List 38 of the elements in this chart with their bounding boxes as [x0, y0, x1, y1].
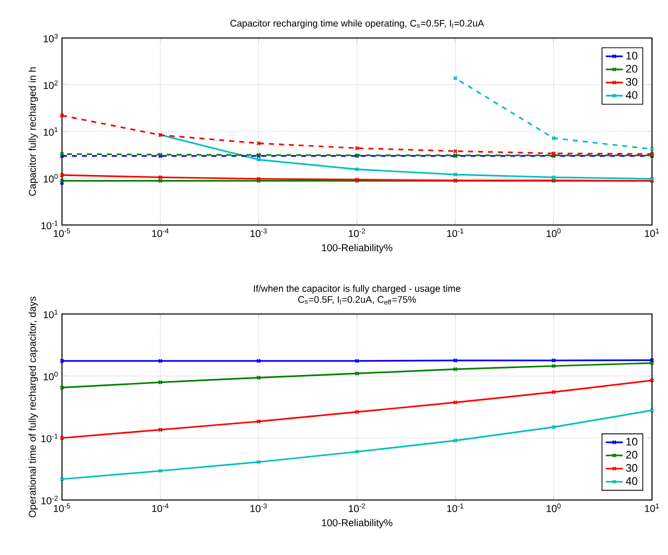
chart-subtitle: C$_{s}$=0.5F, I$_{l}$=0.2uA, C$_{eff}$=75% [298, 296, 416, 305]
y-axis-title: Operational time of fully recharged capacitor, days [28, 296, 38, 518]
y-tick-label: 10$^{1}$ [44, 127, 58, 136]
y-tick-label: 10$^{1}$ [44, 310, 58, 318]
x-tick-label: 10$^{-3}$ [250, 228, 267, 238]
x-tick-label: 10$^{-2}$ [348, 228, 366, 238]
chart-title: Capacitor recharging time while operating, C$_{s}$=0.5F, I$_{l}$=0.2uA [230, 20, 484, 29]
y-tick-label: 10$^{-2}$ [41, 496, 58, 504]
legend-label: 20 [626, 450, 638, 459]
chart-title: If/when the capacitor is fully charged - usage time [254, 284, 460, 294]
x-tick-label: 10$^{-4}$ [152, 228, 169, 238]
y-tick-label: 10$^{2}$ [44, 80, 58, 90]
x-tick-label: 10$^{-4}$ [152, 504, 169, 512]
x-tick-label: 10$^{1}$ [645, 228, 659, 238]
legend-label: 10 [626, 438, 638, 446]
x-tick-label: 10$^{-1}$ [447, 504, 464, 512]
y-tick-label: 10$^{-1}$ [41, 434, 58, 442]
y-tick-label: 10$^{3}$ [44, 34, 58, 42]
legend-label: 30 [626, 78, 638, 86]
x-tick-label: 10$^{1}$ [645, 504, 659, 512]
x-tick-label: 10$^{-1}$ [447, 228, 464, 238]
y-tick-label: 10$^{0}$ [44, 372, 58, 380]
legend-label: 20 [626, 64, 638, 73]
x-tick-label: 10$^{-5}$ [54, 504, 70, 512]
x-tick-label: 10$^{-2}$ [348, 504, 366, 512]
y-tick-label: 10$^{-1}$ [41, 220, 58, 230]
x-axis-title: 100-Reliability% [322, 244, 392, 254]
x-tick-label: 10$^{0}$ [546, 228, 561, 238]
y-axis-title: Capacitor fully recharged in h [28, 67, 38, 196]
legend-label: 40 [626, 91, 638, 99]
x-tick-label: 10$^{-3}$ [250, 504, 267, 512]
legend-label: 40 [626, 477, 638, 485]
x-tick-label: 10$^{0}$ [546, 504, 561, 512]
legend-label: 10 [626, 52, 638, 60]
x-tick-label: 10$^{-5}$ [54, 228, 70, 238]
y-tick-label: 10$^{0}$ [44, 174, 58, 183]
legend-label: 30 [626, 464, 638, 472]
x-axis-title: 100-Reliability% [322, 518, 392, 528]
